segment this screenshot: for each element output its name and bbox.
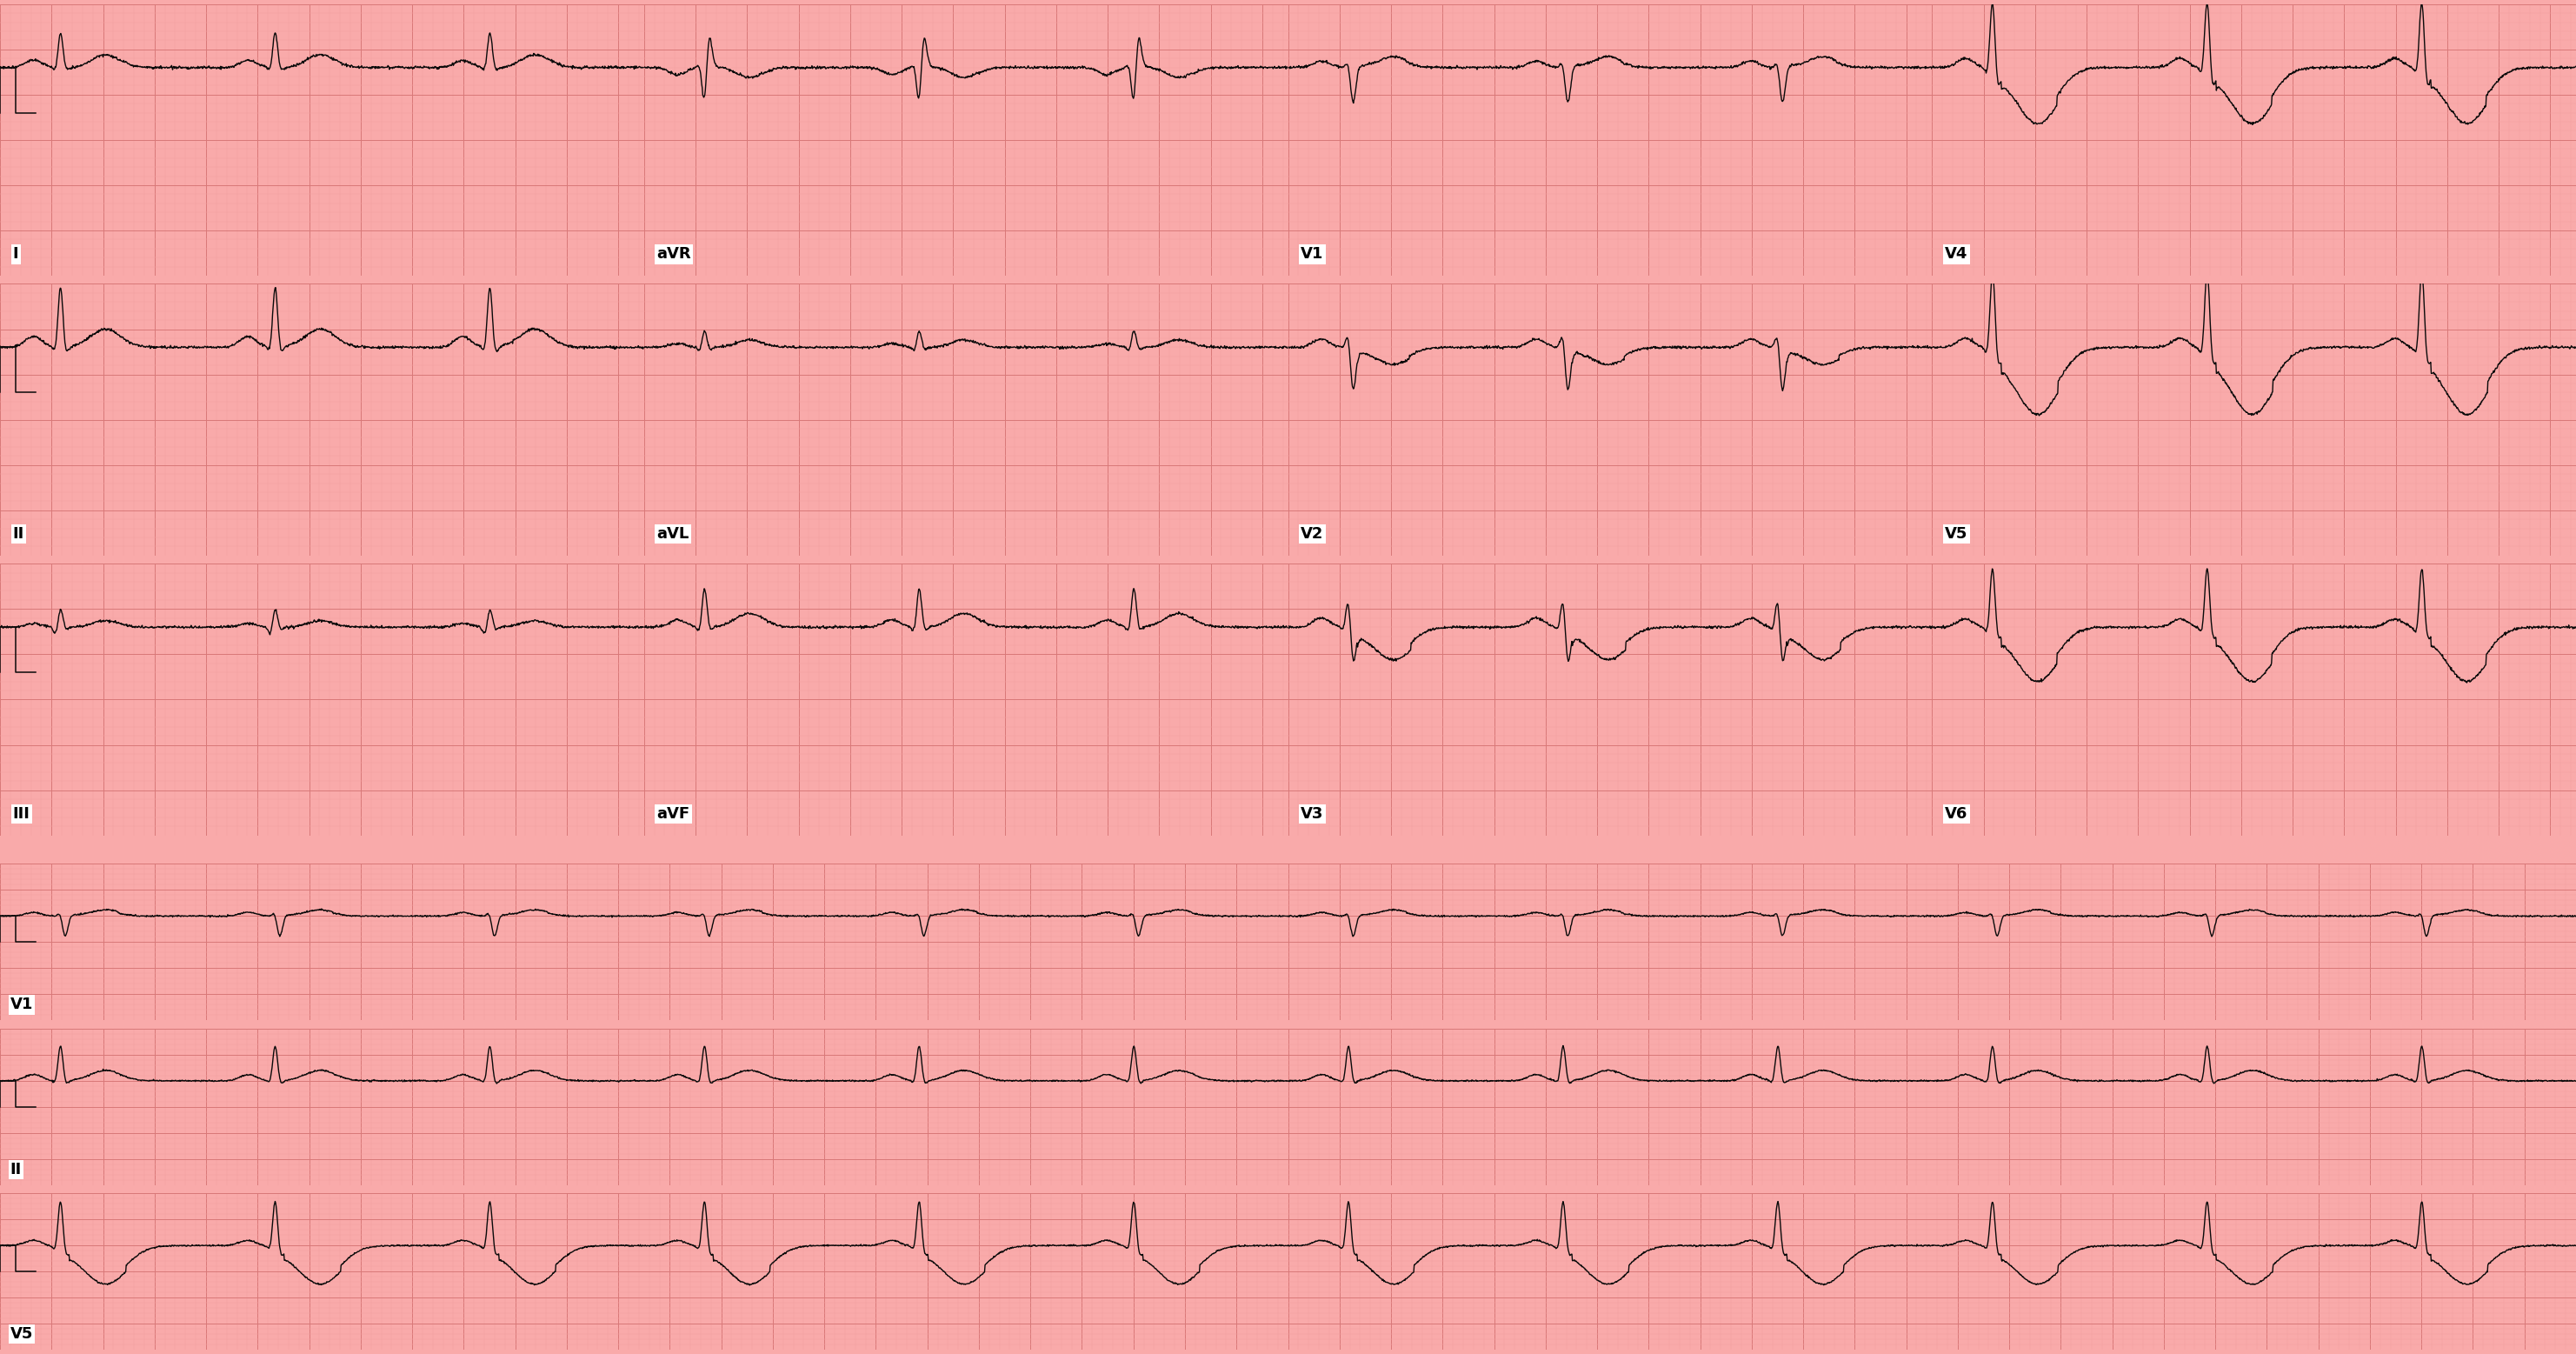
Text: V2: V2 (1301, 527, 1324, 542)
Text: aVF: aVF (657, 806, 690, 822)
Text: V6: V6 (1945, 806, 1968, 822)
Text: II: II (13, 527, 23, 542)
Text: V3: V3 (1301, 806, 1324, 822)
Text: V5: V5 (1945, 527, 1968, 542)
Text: aVR: aVR (657, 246, 690, 263)
Text: aVL: aVL (657, 527, 690, 542)
Text: V1: V1 (10, 997, 33, 1013)
Text: II: II (10, 1162, 21, 1178)
Text: V5: V5 (10, 1327, 33, 1342)
Text: V1: V1 (1301, 246, 1324, 263)
Text: III: III (13, 806, 31, 822)
Text: V4: V4 (1945, 246, 1968, 263)
Text: I: I (13, 246, 18, 263)
